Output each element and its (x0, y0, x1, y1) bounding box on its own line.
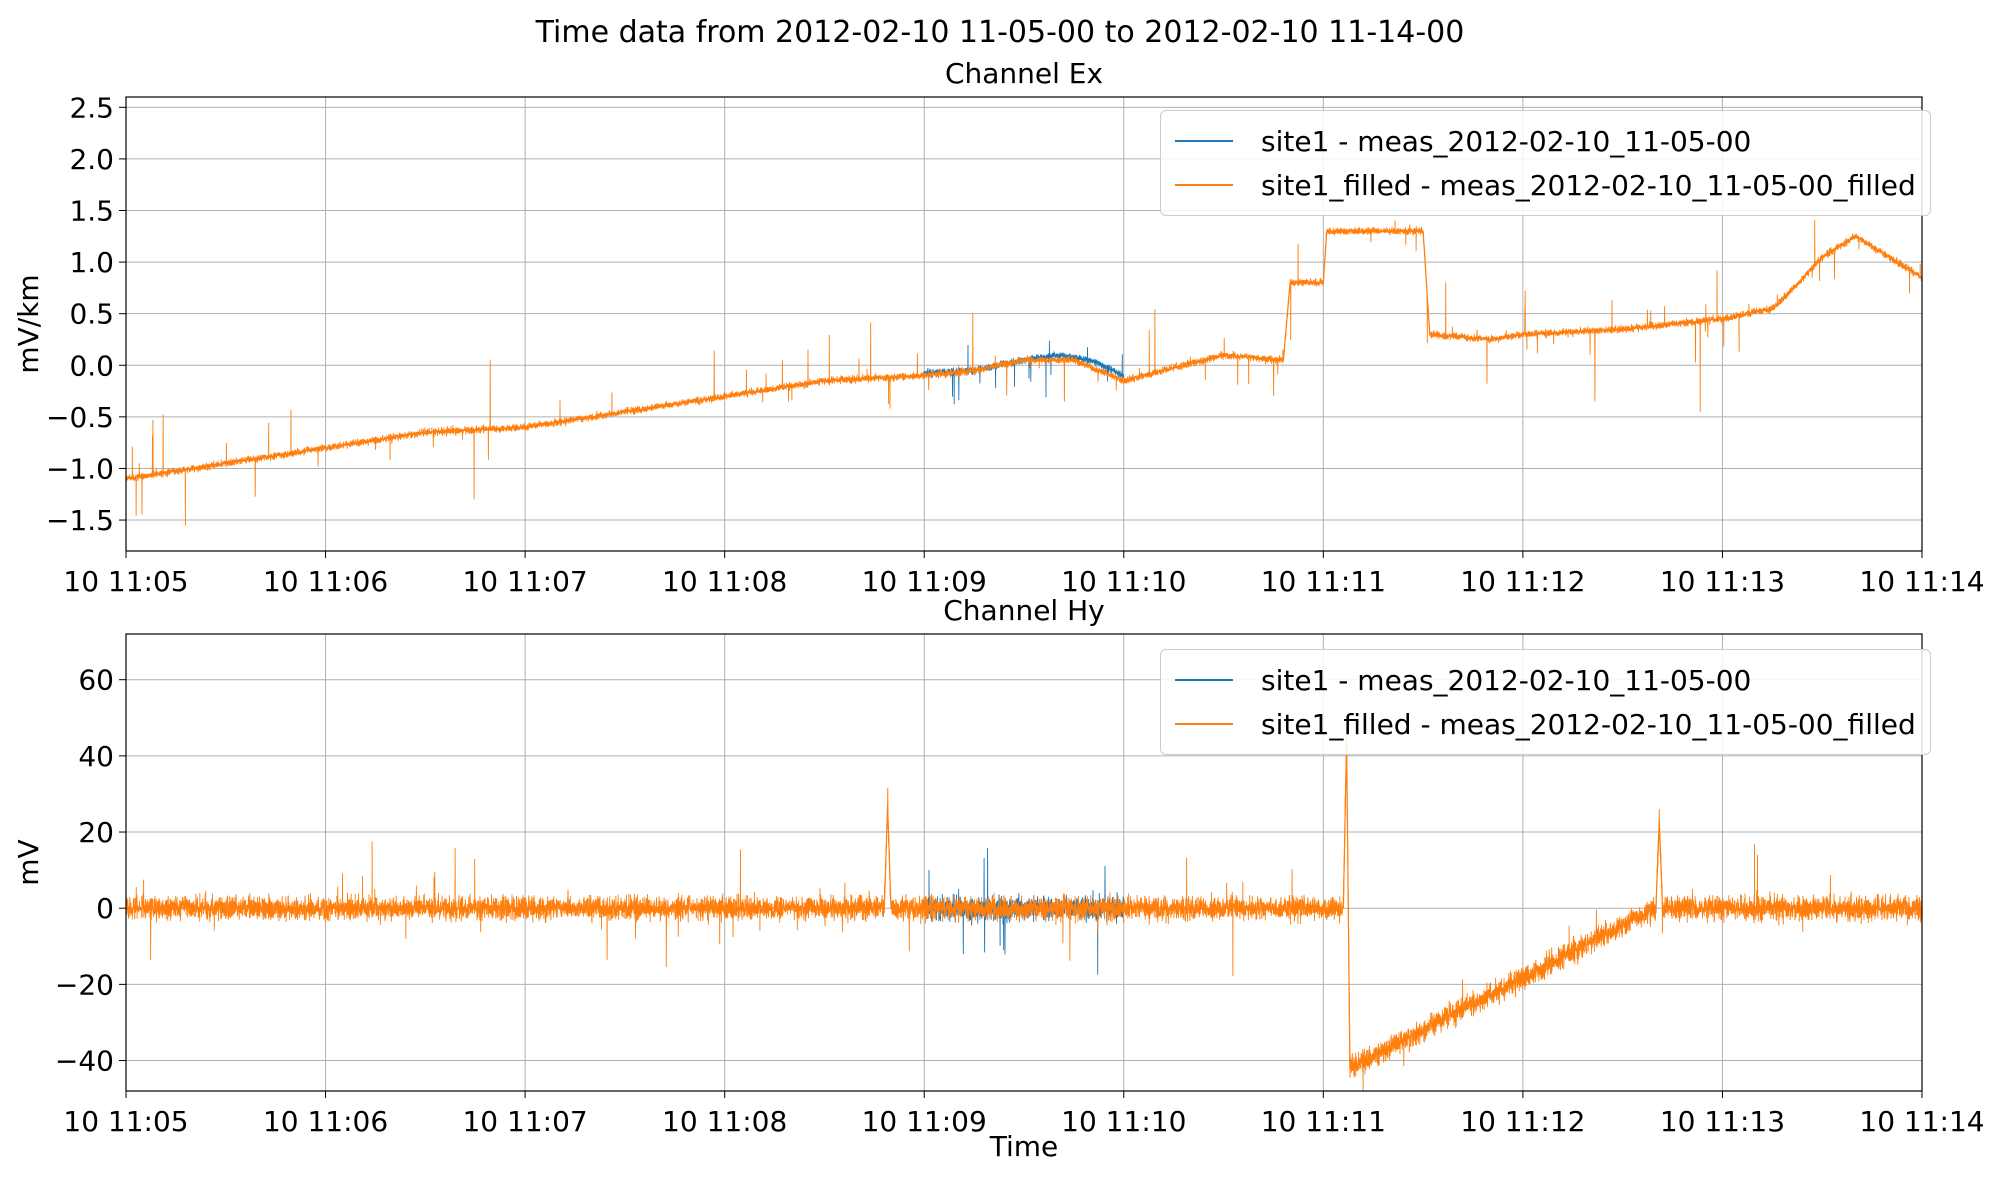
legend-swatch-site1-filled (1175, 184, 1233, 186)
series-trend-site1-filled (126, 230, 1922, 480)
legend-swatch-site1 (1175, 679, 1233, 681)
legend-label-site1: site1 - meas_2012-02-10_11-05-00 (1261, 124, 1752, 158)
figure-title: Time data from 2012-02-10 11-05-00 to 20… (535, 15, 1465, 50)
legend-entry-site1-filled: site1_filled - meas_2012-02-10_11-05-00_… (1175, 702, 1916, 746)
y-tick-label: 2.0 (69, 143, 114, 176)
axes-frame (125, 633, 1923, 1092)
legend-swatch-site1-filled (1175, 723, 1233, 725)
legend-swatch-site1 (1175, 140, 1233, 142)
x-tick-label: 10 11:09 (862, 1105, 987, 1138)
x-tick-label: 10 11:07 (462, 565, 587, 598)
panel-hy: 10 11:05 10 11:06 10 11:07 10 11:08 10 11:09… (12, 594, 1985, 1138)
y-tick-label: −0.5 (46, 401, 114, 434)
legend-hy: site1 - meas_2012-02-10_11-05-00 site1_f… (1160, 649, 1931, 755)
x-tick-label: 10 11:06 (263, 565, 388, 598)
x-tick-label: 10 11:05 (63, 565, 188, 598)
x-tick-label: 10 11:11 (1261, 565, 1386, 598)
y-tick-label: 0.0 (69, 349, 114, 382)
y-tick-label: 1.0 (69, 246, 114, 279)
series-line-site1-filled (126, 219, 1922, 526)
legend-label-site1-filled: site1_filled - meas_2012-02-10_11-05-00_… (1261, 168, 1916, 202)
x-tick-label: 10 11:13 (1660, 565, 1785, 598)
x-tick-label: 10 11:11 (1261, 1105, 1386, 1138)
panel-title: Channel Hy (943, 594, 1104, 627)
x-tick-label: 10 11:08 (662, 565, 787, 598)
x-tick-label: 10 11:12 (1460, 1105, 1585, 1138)
x-tick-label: 10 11:10 (1061, 1105, 1186, 1138)
y-axis-label: mV/km (12, 274, 45, 373)
legend-ex: site1 - meas_2012-02-10_11-05-00 site1_f… (1160, 110, 1931, 216)
y-tick-label: −1.5 (46, 504, 114, 537)
x-tick-label: 10 11:09 (862, 565, 987, 598)
y-tick-label: 1.5 (69, 195, 114, 228)
y-tick-label: −20 (55, 968, 114, 1001)
x-tick-label: 10 11:13 (1660, 1105, 1785, 1138)
x-axis-label: Time (989, 1130, 1059, 1163)
y-tick-label: 60 (78, 664, 114, 697)
y-axis-label: mV (12, 839, 45, 885)
y-tick-label: 2.5 (69, 91, 114, 124)
legend-entry-site1: site1 - meas_2012-02-10_11-05-00 (1175, 119, 1916, 163)
panel-title: Channel Ex (945, 57, 1103, 90)
legend-label-site1-filled: site1_filled - meas_2012-02-10_11-05-00_… (1261, 707, 1916, 741)
panel-ex: 10 11:05 10 11:06 10 11:07 10 11:08 10 11:09… (12, 57, 1985, 598)
series-line-site1-filled (126, 727, 1922, 1091)
x-tick-label: 10 11:07 (462, 1105, 587, 1138)
legend-label-site1: site1 - meas_2012-02-10_11-05-00 (1261, 663, 1752, 697)
x-tick-label: 10 11:05 (63, 1105, 188, 1138)
y-tick-label: 0 (96, 892, 114, 925)
y-tick-label: 40 (78, 740, 114, 773)
axes-frame (125, 96, 1923, 552)
x-tick-label: 10 11:06 (263, 1105, 388, 1138)
y-tick-label: −40 (55, 1045, 114, 1078)
x-tick-label: 10 11:10 (1061, 565, 1186, 598)
x-tick-label: 10 11:12 (1460, 565, 1585, 598)
legend-entry-site1-filled: site1_filled - meas_2012-02-10_11-05-00_… (1175, 163, 1916, 207)
x-tick-label: 10 11:14 (1859, 1105, 1984, 1138)
x-tick-label: 10 11:14 (1859, 565, 1984, 598)
y-tick-label: −1.0 (46, 452, 114, 485)
y-tick-label: 0.5 (69, 298, 114, 331)
y-tick-label: 20 (78, 816, 114, 849)
legend-entry-site1: site1 - meas_2012-02-10_11-05-00 (1175, 658, 1916, 702)
x-tick-label: 10 11:08 (662, 1105, 787, 1138)
